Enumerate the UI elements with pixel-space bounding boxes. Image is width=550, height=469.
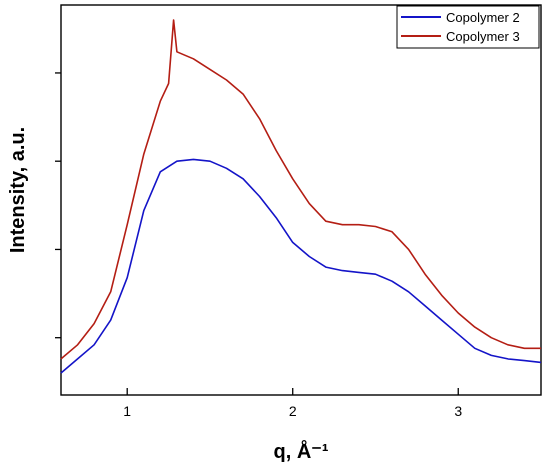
x-tick-label-1: 1 xyxy=(123,403,131,419)
series-group xyxy=(60,19,542,374)
legend-box xyxy=(396,5,540,49)
legend-label-2: Copolymer 3 xyxy=(446,29,520,44)
ticks-group: 1 2 3 xyxy=(55,72,462,419)
legend-label-1: Copolymer 2 xyxy=(446,10,520,25)
x-tick-label-2: 2 xyxy=(289,403,297,419)
y-axis-title: Intensity, a.u. xyxy=(7,127,29,253)
series-line-1 xyxy=(60,158,542,374)
x-axis-title: q, Å⁻¹ xyxy=(274,439,329,463)
x-tick-label-3: 3 xyxy=(454,403,462,419)
legend: Copolymer 2 Copolymer 3 xyxy=(396,5,540,49)
series-line-2 xyxy=(60,19,541,360)
plot-frame xyxy=(60,4,542,396)
